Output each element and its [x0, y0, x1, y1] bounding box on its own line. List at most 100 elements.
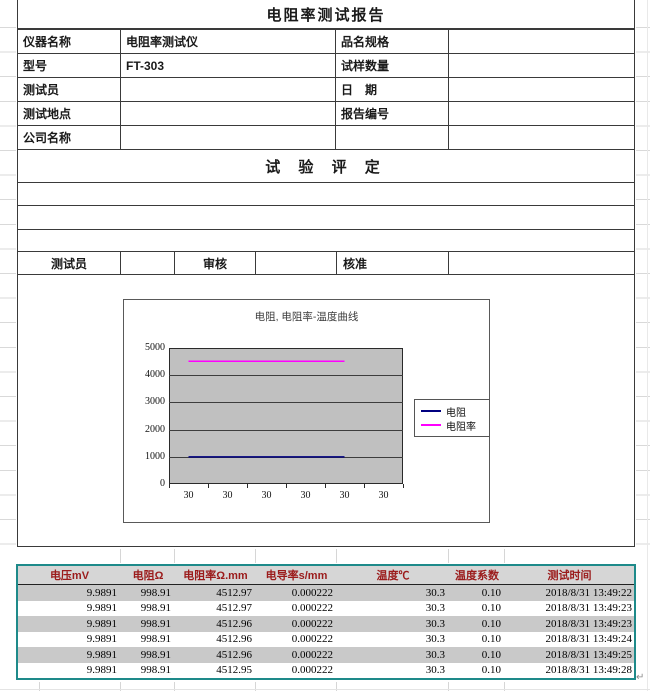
column-gridline: [255, 549, 256, 563]
value-sample-qty[interactable]: [449, 54, 634, 78]
table-cell[interactable]: 2018/8/31 13:49:23: [545, 617, 632, 630]
evaluation-title: 试 验 评 定: [265, 158, 387, 176]
value-sig-tester[interactable]: [121, 252, 175, 274]
table-cell[interactable]: 30.3: [425, 648, 445, 661]
value-model[interactable]: FT-303: [121, 54, 336, 78]
table-cell[interactable]: 4512.96: [216, 633, 252, 646]
label-instrument-name: 仪器名称: [18, 30, 121, 54]
legend-label: 电阻: [446, 407, 466, 419]
column-gridline: [504, 682, 505, 691]
legend-label: 电阻率: [446, 421, 476, 433]
x-axis-tick: [286, 484, 287, 488]
y-axis-label: 3000: [145, 396, 165, 408]
table-cell[interactable]: 998.91: [140, 664, 171, 677]
chart-gridline: [169, 375, 403, 377]
label-company-name: 公司名称: [18, 126, 121, 150]
table-cell[interactable]: 30.3: [425, 586, 445, 599]
y-axis-label: 5000: [145, 342, 165, 353]
table-cell[interactable]: 4512.96: [216, 648, 252, 661]
table-cell[interactable]: 998.91: [140, 602, 171, 615]
table-cell[interactable]: 4512.96: [216, 617, 252, 630]
column-header: 电压mV: [49, 570, 90, 582]
legend-item: 电阻: [421, 404, 489, 419]
column-header: 电导率s/mm: [265, 570, 328, 582]
chart-gridline: [169, 402, 403, 404]
value-report-number[interactable]: [449, 102, 634, 126]
table-cell[interactable]: 998.91: [140, 617, 171, 630]
table-cell[interactable]: 0.000222: [291, 633, 333, 646]
return-mark: ↵: [636, 672, 645, 683]
evaluation-empty-row[interactable]: [18, 230, 634, 252]
info-table: 仪器名称 电阻率测试仪 品名规格 型号 FT-303 试样数量 测试员 日 期 …: [18, 30, 634, 150]
table-cell[interactable]: 0.10: [481, 648, 501, 661]
table-cell[interactable]: 30.3: [425, 664, 445, 677]
evaluation-empty-row[interactable]: [18, 183, 634, 206]
value-sig-approver[interactable]: [449, 252, 634, 274]
table-cell[interactable]: 30.3: [425, 617, 445, 630]
column-gridline: [39, 682, 40, 691]
table-cell[interactable]: 0.10: [481, 586, 501, 599]
table-cell[interactable]: 4512.97: [216, 602, 252, 615]
measurement-table-header: 电压mV 电阻Ω 电阻率Ω.mm 电导率s/mm 温度℃ 温度系数 测试时间: [18, 566, 634, 585]
table-cell[interactable]: 998.91: [140, 633, 171, 646]
table-cell[interactable]: 4512.95: [216, 664, 252, 677]
table-cell[interactable]: 9.9891: [86, 664, 117, 677]
table-cell[interactable]: 2018/8/31 13:49:25: [545, 648, 632, 661]
column-gridline: [448, 682, 449, 691]
value-date[interactable]: [449, 78, 634, 102]
column-header: 温度℃: [376, 570, 410, 582]
table-cell[interactable]: 0.000222: [291, 602, 333, 615]
value-tester[interactable]: [121, 78, 336, 102]
table-cell[interactable]: 30.3: [425, 633, 445, 646]
table-cell[interactable]: 2018/8/31 13:49:22: [545, 586, 632, 599]
table-cell[interactable]: 0.000222: [291, 648, 333, 661]
table-row[interactable]: 9.9891 998.91 4512.97 0.000222 30.3 0.10 2018/…: [18, 585, 634, 601]
table-cell[interactable]: 0.000222: [291, 664, 333, 677]
table-cell[interactable]: 2018/8/31 13:49:24: [545, 633, 632, 646]
bottom-gridline: [0, 689, 650, 690]
table-cell[interactable]: 0.10: [481, 602, 501, 615]
chart-legend: 电阻 电阻率: [414, 399, 490, 437]
column-gridline: [120, 682, 121, 691]
x-axis-label: 30: [261, 490, 272, 501]
table-cell[interactable]: 998.91: [140, 586, 171, 599]
x-axis-label: 30: [183, 490, 194, 501]
table-cell[interactable]: 9.9891: [86, 602, 117, 615]
table-cell[interactable]: 0.10: [481, 633, 501, 646]
table-row[interactable]: 9.9891 998.91 4512.96 0.000222 30.3 0.10 2018/…: [18, 632, 634, 648]
evaluation-empty-row[interactable]: [18, 206, 634, 230]
table-row[interactable]: 9.9891 998.91 4512.96 0.000222 30.3 0.10 2018/…: [18, 647, 634, 663]
value-company-name[interactable]: [121, 126, 336, 150]
table-cell[interactable]: 0.000222: [291, 586, 333, 599]
table-row[interactable]: 9.9891 998.91 4512.95 0.000222 30.3 0.10 2018/…: [18, 663, 634, 679]
table-row[interactable]: 9.9891 998.91 4512.97 0.000222 30.3 0.10 2018/…: [18, 601, 634, 617]
column-header: 电阻Ω: [132, 570, 164, 582]
column-header: 测试时间: [547, 570, 592, 582]
table-cell[interactable]: 9.9891: [86, 648, 117, 661]
table-cell[interactable]: 30.3: [425, 602, 445, 615]
table-cell[interactable]: 4512.97: [216, 586, 252, 599]
table-cell[interactable]: 0.10: [481, 617, 501, 630]
temperature-curve-chart[interactable]: 电阻, 电阻率-温度曲线 0 1000 2000 3000 4000 5000 30 30 30…: [123, 299, 490, 523]
table-cell[interactable]: 0.10: [481, 664, 501, 677]
table-cell[interactable]: 998.91: [140, 648, 171, 661]
value-sig-reviewer[interactable]: [256, 252, 337, 274]
table-cell[interactable]: 9.9891: [86, 586, 117, 599]
report-title-row: 电阻率测试报告: [18, 0, 634, 30]
chart-gridline: [169, 429, 403, 431]
chart-series-lines: [188, 360, 345, 458]
x-axis-tick: [169, 484, 170, 488]
column-gridline: [255, 682, 256, 691]
value-test-location[interactable]: [121, 102, 336, 126]
table-cell[interactable]: 0.000222: [291, 617, 333, 630]
table-cell[interactable]: 2018/8/31 13:49:28: [545, 664, 632, 677]
table-row[interactable]: 9.9891 998.91 4512.96 0.000222 30.3 0.10 2018/…: [18, 616, 634, 632]
table-cell[interactable]: 9.9891: [86, 617, 117, 630]
label-report-number: 报告编号: [336, 102, 449, 126]
table-cell[interactable]: 2018/8/31 13:49:23: [545, 602, 632, 615]
value-product-spec[interactable]: [449, 30, 634, 54]
table-cell[interactable]: 9.9891: [86, 633, 117, 646]
value-instrument-name[interactable]: 电阻率测试仪: [121, 30, 336, 54]
value-blank[interactable]: [449, 126, 634, 150]
